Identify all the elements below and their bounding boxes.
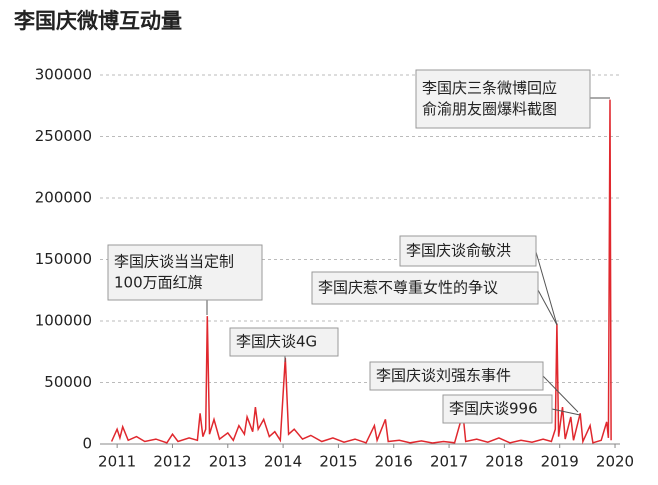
x-tick-label: 2017 <box>430 453 468 471</box>
x-tick-label: 2013 <box>209 453 247 471</box>
y-tick-label: 50000 <box>44 373 92 391</box>
annotation-text: 李国庆谈当当定制 <box>114 253 234 271</box>
annotation-box <box>399 235 537 267</box>
chart-title: 李国庆微博互动量 <box>13 9 182 33</box>
x-tick-label: 2018 <box>485 453 523 471</box>
annotation-text: 李国庆谈4G <box>236 333 317 351</box>
y-tick-label: 0 <box>82 435 92 453</box>
x-tick-label: 2011 <box>98 453 136 471</box>
annotation-leader <box>551 408 581 416</box>
annotation-leader <box>542 375 579 413</box>
annotation-text: 100万面红旗 <box>114 274 203 292</box>
y-tick-label: 250000 <box>35 127 92 145</box>
annotation-text: 李国庆谈996 <box>449 400 538 418</box>
annotation-box <box>415 69 591 129</box>
annotation-box <box>369 361 544 391</box>
y-tick-label: 200000 <box>35 189 92 207</box>
annotation-text: 李国庆惹不尊重女性的争议 <box>318 279 498 297</box>
annotation-box <box>229 327 339 357</box>
y-tick-label: 300000 <box>35 66 92 84</box>
x-tick-label: 2020 <box>596 453 634 471</box>
x-tick-label: 2019 <box>541 453 579 471</box>
y-tick-label: 100000 <box>35 312 92 330</box>
annotation-leader <box>537 289 558 326</box>
x-tick-label: 2016 <box>375 453 413 471</box>
annotation-text: 李国庆谈刘强东事件 <box>376 367 511 385</box>
annotation-box <box>311 271 539 305</box>
annotation-text: 俞渝朋友圈爆料截图 <box>422 100 557 118</box>
x-tick-label: 2015 <box>319 453 357 471</box>
x-tick-label: 2014 <box>264 453 302 471</box>
y-tick-label: 150000 <box>35 250 92 268</box>
data-line <box>110 99 612 445</box>
annotation-leader <box>535 251 558 326</box>
annotation-box <box>442 394 553 424</box>
annotation-text: 李国庆谈俞敏洪 <box>406 242 511 260</box>
annotation-box <box>107 244 263 301</box>
annotation-text: 李国庆三条微博回应 <box>422 79 557 97</box>
x-tick-label: 2012 <box>153 453 191 471</box>
